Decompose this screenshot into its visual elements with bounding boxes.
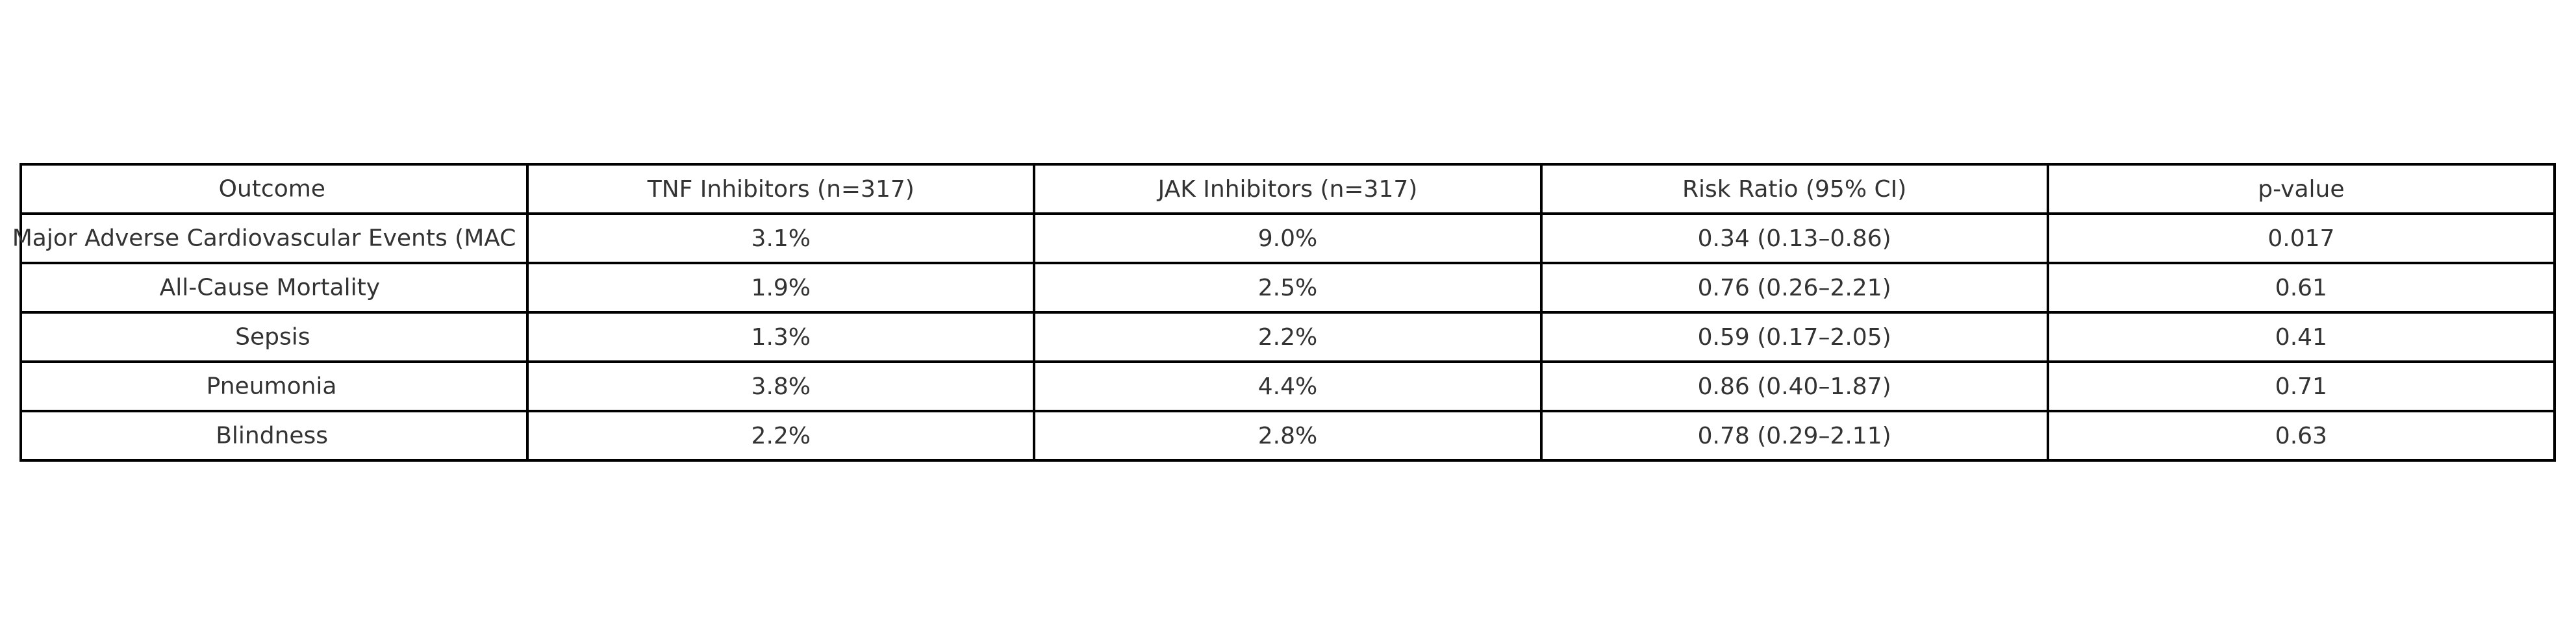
- table-cell: Major Adverse Cardiovascular Events (MAC: [12, 212, 529, 264]
- table-cell: 9.0%: [1033, 212, 1543, 264]
- header-row: Outcome TNF Inhibitors (n=317) JAK Inhibit…: [19, 163, 2557, 215]
- cell-text: 0.78 (0.29–2.11): [1697, 422, 1891, 449]
- cell-text: 2.5%: [1257, 274, 1318, 301]
- table-cell: 0.71: [2046, 360, 2557, 412]
- cell-text: Risk Ratio (95% CI): [1682, 175, 1907, 203]
- cell-text: 0.34 (0.13–0.86): [1697, 225, 1891, 252]
- cell-text: 0.71: [2275, 373, 2327, 400]
- table-row: Major Adverse Cardiovascular Events (MAC…: [12, 212, 2557, 264]
- cell-text: 0.017: [2267, 225, 2335, 252]
- cell-text: 2.2%: [1257, 323, 1318, 351]
- table-cell: 1.3%: [526, 311, 1036, 363]
- table-cell: 2.8%: [1033, 410, 1543, 462]
- table-cell: Blindness: [19, 410, 529, 462]
- table-row: Pneumonia 3.8% 4.4% 0.86 (0.40–1.87) 0.71: [19, 360, 2557, 412]
- table-cell: Sepsis: [19, 311, 529, 363]
- table-row: Blindness 2.2% 2.8% 0.78 (0.29–2.11) 0.63: [19, 410, 2557, 462]
- table-cell: 2.2%: [526, 410, 1036, 462]
- table-cell: 2.5%: [1033, 262, 1543, 314]
- table-cell: 0.76 (0.26–2.21): [1539, 262, 2049, 314]
- cell-text: JAK Inhibitors (n=317): [1157, 175, 1418, 203]
- table-cell: 0.34 (0.13–0.86): [1539, 212, 2049, 264]
- cell-text: 0.41: [2275, 323, 2327, 351]
- cell-text: 3.1%: [751, 225, 811, 252]
- cell-text: 0.63: [2275, 422, 2327, 449]
- cell-text: 0.86 (0.40–1.87): [1697, 373, 1891, 400]
- cell-text: Pneumonia: [206, 373, 337, 400]
- cell-text: Sepsis: [235, 323, 310, 351]
- cell-text: 0.59 (0.17–2.05): [1697, 323, 1891, 351]
- cell-text: 1.3%: [751, 323, 811, 351]
- table-cell: 0.63: [2046, 410, 2557, 462]
- cell-text: Major Adverse Cardiovascular Events (MAC: [12, 225, 516, 252]
- table-row: Sepsis 1.3% 2.2% 0.59 (0.17–2.05) 0.41: [19, 311, 2557, 363]
- table-cell: All-Cause Mortality: [19, 262, 529, 314]
- header-cell: Outcome: [19, 163, 529, 215]
- header-cell: TNF Inhibitors (n=317): [526, 163, 1036, 215]
- cell-text: p-value: [2258, 175, 2345, 203]
- cell-text: 0.61: [2275, 274, 2327, 301]
- table-cell: 3.8%: [526, 360, 1036, 412]
- table-cell: 0.61: [2046, 262, 2557, 314]
- table-cell: 0.41: [2046, 311, 2557, 363]
- cell-text: Outcome: [218, 175, 325, 203]
- table-cell: 3.1%: [526, 212, 1036, 264]
- cell-text: All-Cause Mortality: [159, 274, 381, 301]
- header-cell: Risk Ratio (95% CI): [1539, 163, 2049, 215]
- table-cell: 0.86 (0.40–1.87): [1539, 360, 2049, 412]
- table-cell: 2.2%: [1033, 311, 1543, 363]
- cell-text: 1.9%: [751, 274, 811, 301]
- cell-text: 3.8%: [751, 373, 811, 400]
- table-cell: Pneumonia: [19, 360, 529, 412]
- table-cell: 1.9%: [526, 262, 1036, 314]
- table-cell: 0.78 (0.29–2.11): [1539, 410, 2049, 462]
- cell-text: 2.2%: [751, 422, 811, 449]
- table-row: All-Cause Mortality 1.9% 2.5% 0.76 (0.26–2.…: [19, 262, 2557, 314]
- outcomes-table: Outcome TNF Inhibitors (n=317) JAK Inhibit…: [12, 163, 2557, 462]
- header-cell: JAK Inhibitors (n=317): [1033, 163, 1543, 215]
- table-cell: 0.59 (0.17–2.05): [1539, 311, 2049, 363]
- cell-text: 4.4%: [1257, 373, 1318, 400]
- cell-text: 9.0%: [1257, 225, 1318, 252]
- cell-text: 2.8%: [1257, 422, 1318, 449]
- table-cell: 0.017: [2046, 212, 2557, 264]
- table-cell: 4.4%: [1033, 360, 1543, 412]
- header-cell: p-value: [2046, 163, 2557, 215]
- cell-text: Blindness: [216, 422, 329, 449]
- cell-text: TNF Inhibitors (n=317): [647, 175, 915, 203]
- cell-text: 0.76 (0.26–2.21): [1697, 274, 1891, 301]
